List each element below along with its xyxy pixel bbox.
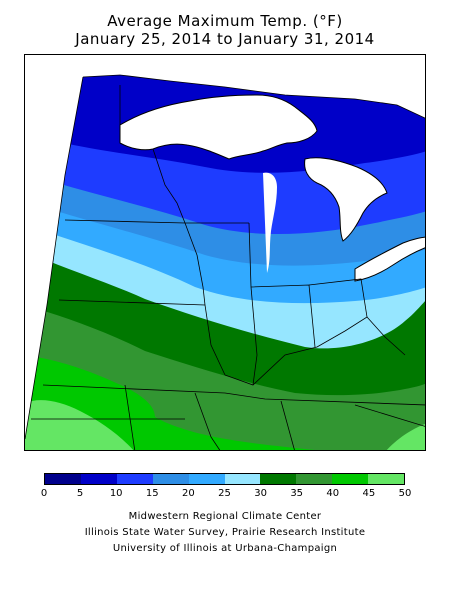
border-ky-north [224, 316, 406, 386]
region-boundary-west [25, 76, 84, 440]
legend-swatch-7 [296, 474, 333, 484]
credit-isws: Illinois State Water Survey, Prairie Res… [84, 527, 366, 538]
legend-tick: 50 [398, 488, 412, 499]
border-mo-ar-tn [42, 384, 425, 406]
map-date-range: January 25, 2014 to January 31, 2014 [75, 30, 375, 48]
legend-tick: 25 [218, 488, 231, 499]
color-legend [44, 473, 405, 485]
credit-mrcc: Midwestern Regional Climate Center [128, 511, 322, 522]
band-45-50 [25, 400, 425, 450]
border-mo-ky [194, 392, 221, 450]
lake-michigan [263, 172, 277, 273]
border-mn-ia [64, 219, 186, 224]
legend-tick: 20 [182, 488, 195, 499]
map-title: Average Maximum Temp. (°F) [107, 12, 343, 30]
legend-swatch-0 [45, 474, 81, 484]
legend-swatch-6 [260, 474, 297, 484]
great-lakes [120, 95, 425, 281]
legend-swatch-3 [152, 474, 189, 484]
legend-tick: 5 [76, 488, 84, 499]
legend-swatch-5 [224, 474, 261, 484]
border-ar-west [124, 384, 136, 450]
lake-erie [355, 237, 425, 281]
legend-swatch-1 [80, 474, 117, 484]
lake-outlines [119, 94, 425, 282]
border-ia-mo [58, 299, 206, 306]
border-va-nc [354, 404, 425, 427]
legend-swatch-2 [116, 474, 153, 484]
legend-ticks: 0 5 10 15 20 25 30 35 40 45 50 [0, 488, 450, 502]
lake-huron [304, 157, 387, 241]
border-ia-il [196, 254, 226, 376]
legend-tick: 35 [290, 488, 304, 499]
region-boundary [82, 74, 425, 119]
legend-tick: 30 [254, 488, 267, 499]
lake-superior [120, 95, 317, 159]
legend-tick: 10 [109, 488, 123, 499]
legend-tick: 15 [145, 488, 159, 499]
legend-tick: 45 [362, 488, 376, 499]
border-il-in [248, 222, 258, 386]
legend-tick: 0 [40, 488, 48, 499]
border-tn-south [280, 400, 295, 450]
credit-uiuc: University of Illinois at Urbana-Champai… [112, 543, 338, 554]
legend-swatch-4 [188, 474, 225, 484]
state-borders [25, 74, 425, 450]
border-mn-wi [152, 148, 198, 256]
temperature-map [24, 54, 426, 451]
legend-tick: 40 [326, 488, 340, 499]
border-oh-pa [308, 278, 368, 318]
legend-swatch-8 [332, 474, 369, 484]
legend-swatch-9 [368, 474, 405, 484]
